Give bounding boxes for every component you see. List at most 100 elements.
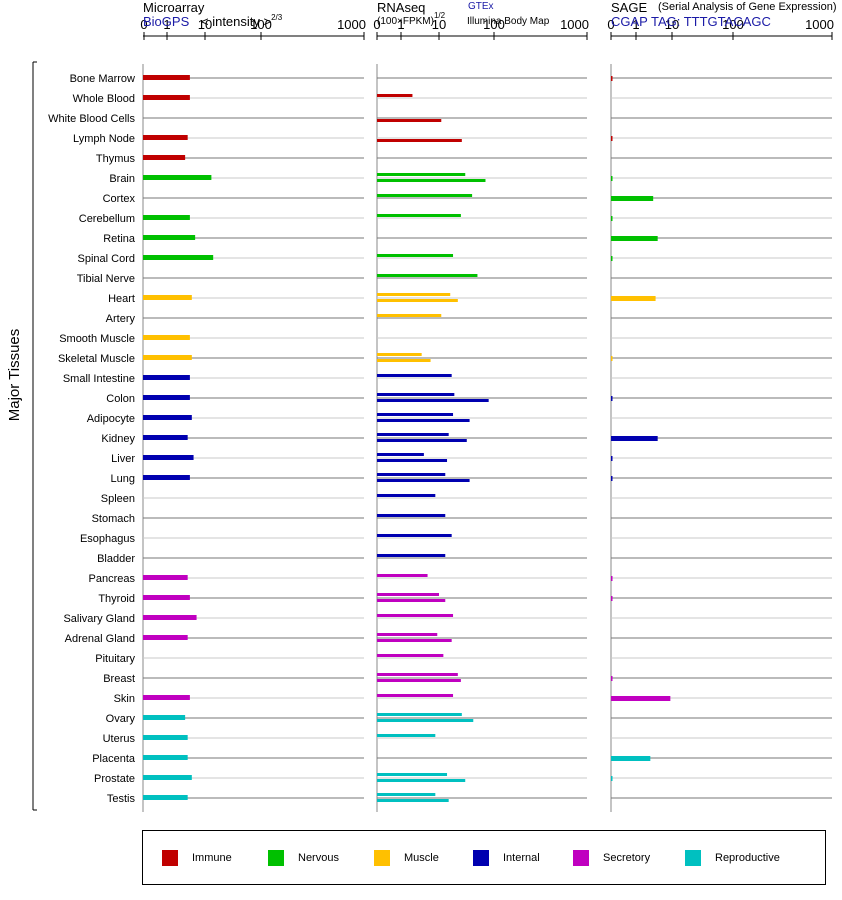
sage-bar (611, 676, 613, 681)
microarray-bar (143, 575, 188, 580)
sage-bar (611, 396, 613, 401)
sage-subtitle: (Serial Analysis of Gene Expression) (658, 1, 837, 13)
tissue-label: Prostate (94, 773, 135, 785)
microarray-bar (143, 95, 190, 100)
ibm-bar (377, 119, 442, 122)
rnaseq-tick-label-2: 10 (432, 17, 446, 32)
sage-tick-label-4: 1000 (805, 17, 834, 32)
gtex-bar (377, 453, 424, 456)
legend-swatch-nervous (268, 850, 284, 866)
microarray-bar (143, 415, 192, 420)
tissue-label: Tibial Nerve (77, 273, 135, 285)
tissue-label: Heart (108, 293, 135, 305)
microarray-title: Microarray (143, 0, 205, 15)
gtex-bar (377, 194, 473, 197)
microarray-bar (143, 615, 197, 620)
microarray-bar (143, 255, 214, 260)
microarray-bar (143, 235, 196, 240)
ibm-bar (377, 719, 474, 722)
ibm-bar (377, 179, 486, 182)
microarray-bar (143, 735, 188, 740)
gtex-bar (377, 593, 439, 596)
gtex-bar (377, 554, 446, 557)
gtex-bar (377, 614, 454, 617)
sage-bar (611, 196, 654, 201)
sage-bar (611, 176, 613, 181)
microarray-bar (143, 715, 186, 720)
tissue-label: Brain (109, 173, 135, 185)
gtex-bar (377, 713, 462, 716)
gtex-bar (377, 314, 442, 317)
microarray-bar (143, 755, 188, 760)
tissue-label: Kidney (101, 433, 135, 445)
legend-label-immune: Immune (192, 852, 232, 864)
legend-swatch-secretory (573, 850, 589, 866)
ibm-source: Illumina Body Map (467, 16, 550, 27)
legend-item-reproductive: Reproductive (685, 850, 780, 866)
tissue-label: Small Intestine (63, 373, 135, 385)
microarray-bar (143, 775, 192, 780)
rnaseq-title: RNAseq (377, 0, 426, 15)
microarray-bar (143, 175, 212, 180)
microarray-bar (143, 295, 192, 300)
ibm-bar (377, 399, 489, 402)
gtex-bar (377, 473, 446, 476)
legend-item-immune: Immune (162, 850, 232, 866)
sage-bar (611, 216, 613, 221)
gtex-bar (377, 254, 454, 257)
sage-bar (611, 756, 651, 761)
sage-bar (611, 776, 613, 781)
sage-tick-label-2: 10 (665, 17, 679, 32)
microarray-bar (143, 335, 190, 340)
legend-label-nervous: Nervous (298, 852, 339, 864)
sage-bar (611, 76, 613, 81)
microarray-bar (143, 455, 194, 460)
ibm-bar (377, 479, 470, 482)
gtex-bar (377, 734, 436, 737)
sage-tick-label-3: 100 (722, 17, 744, 32)
microarray-bar (143, 355, 192, 360)
tissue-label: Bladder (97, 553, 135, 565)
gtex-bar (377, 353, 422, 356)
microarray-source[interactable]: BioGPS (143, 14, 190, 29)
ibm-bar (377, 599, 446, 602)
legend-label-secretory: Secretory (603, 852, 651, 864)
tissue-label: Spinal Cord (78, 253, 135, 265)
tissue-label: Esophagus (80, 533, 136, 545)
sage-bar (611, 596, 613, 601)
gtex-bar (377, 773, 448, 776)
tissue-label: Adrenal Gland (65, 633, 135, 645)
tissue-label: White Blood Cells (48, 113, 135, 125)
rnaseq-tick-label-3: 100 (483, 17, 505, 32)
tissue-label: Retina (103, 233, 136, 245)
gtex-bar (377, 413, 454, 416)
gtex-bar (377, 793, 436, 796)
gtex-bar (377, 654, 444, 657)
tissue-label: Lymph Node (73, 133, 135, 145)
tissue-label: Skeletal Muscle (58, 353, 135, 365)
legend-label-muscle: Muscle (404, 852, 439, 864)
microarray-exponent: 2/3 (271, 13, 283, 22)
legend-item-secretory: Secretory (573, 850, 650, 866)
gtex-bar (377, 694, 454, 697)
tissue-label: Placenta (92, 753, 136, 765)
y-axis-label: Major Tissues (6, 329, 23, 422)
tissue-label: Uterus (103, 733, 136, 745)
ibm-bar (377, 419, 470, 422)
gtex-source[interactable]: GTEx (468, 1, 494, 12)
sage-title: SAGE (611, 0, 648, 15)
microarray-bar (143, 75, 190, 80)
sage-tag[interactable]: CGAP TAG: TTTGTACAGC (611, 14, 771, 29)
sage-bar (611, 436, 658, 441)
sage-bar (611, 256, 613, 261)
tissue-label: Lung (111, 473, 135, 485)
legend-label-internal: Internal (503, 852, 540, 864)
tissue-label: Pancreas (89, 573, 136, 585)
gtex-bar (377, 94, 413, 97)
legend-item-internal: Internal (473, 850, 540, 866)
tissue-label: Cerebellum (79, 213, 135, 225)
rnaseq-tick-label-0: 0 (373, 17, 380, 32)
gtex-bar (377, 534, 452, 537)
microarray-bar (143, 435, 188, 440)
